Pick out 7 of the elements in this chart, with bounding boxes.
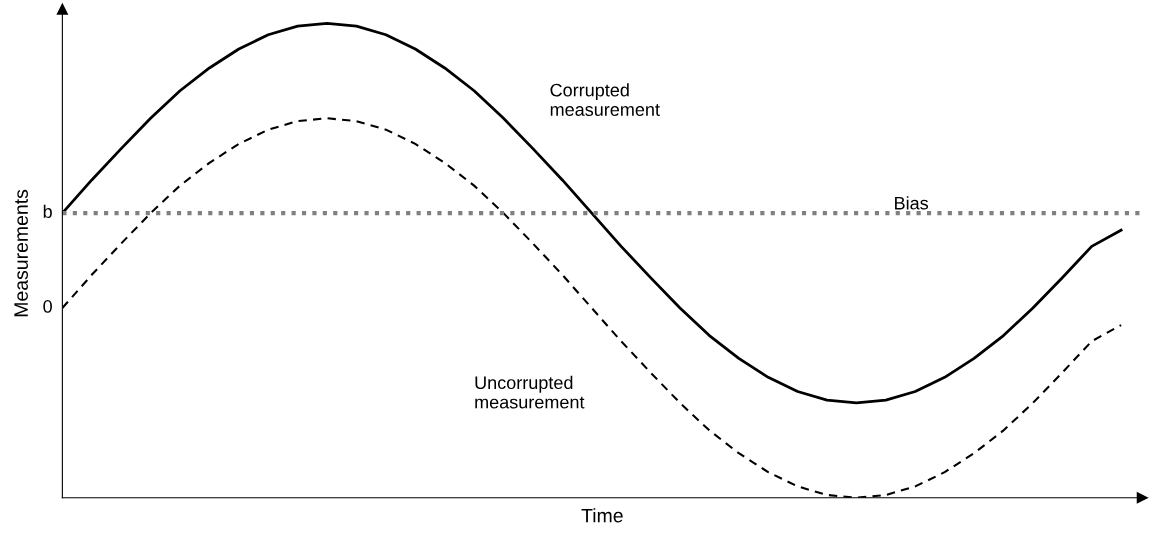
y-axis-title: Measurements: [14, 189, 28, 317]
x-axis-title: Time: [581, 508, 623, 523]
text: 0: [43, 300, 52, 313]
text: b: [43, 204, 52, 218]
ref-line-label: Bias: [895, 196, 929, 210]
series-label: Corrupted measurement: [550, 83, 660, 116]
text: Uncorrupted measurement: [475, 375, 585, 409]
